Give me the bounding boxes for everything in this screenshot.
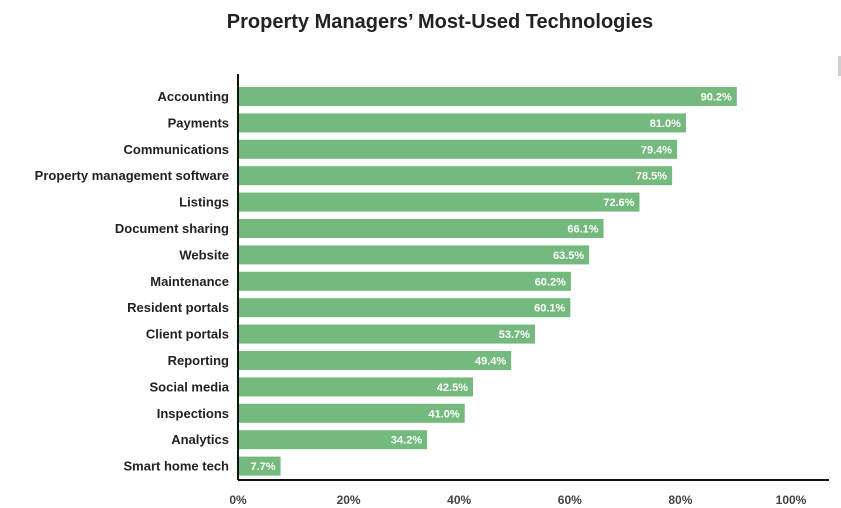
x-tick-labels: 0% 20% 40% 60% 80% 100% [229, 493, 806, 507]
bar [238, 377, 474, 397]
bar [238, 166, 673, 186]
x-tick-label: 0% [229, 493, 247, 507]
category-label: Website [179, 247, 229, 262]
category-label: Communications [124, 142, 229, 157]
value-label: 63.5% [553, 250, 584, 262]
bar [238, 456, 281, 476]
bar [238, 271, 571, 291]
value-label: 41.0% [429, 408, 460, 420]
bar [238, 351, 512, 370]
x-tick-label: 40% [447, 493, 471, 507]
value-label: 53.7% [499, 329, 530, 341]
x-tick-label: 80% [668, 493, 692, 507]
category-label: Analytics [171, 432, 229, 447]
bar [238, 298, 571, 318]
category-labels: Accounting Payments Communications Property… [35, 89, 230, 474]
x-tick-label: 100% [776, 493, 807, 507]
category-label: Payments [168, 115, 229, 130]
x-tick-label: 60% [558, 493, 582, 507]
category-label: Smart home tech [124, 459, 230, 474]
value-labels: 90.2% 81.0% 79.4% 78.5% 72.6% 66.1% 63.5% 60.2%… [251, 92, 733, 474]
value-label: 60.1% [534, 303, 565, 315]
category-label: Property management software [35, 168, 229, 183]
category-label: Listings [179, 195, 229, 210]
chart-title: Property Managers’ Most-Used Technologie… [227, 11, 653, 33]
category-label: Reporting [168, 353, 229, 368]
category-label: Maintenance [150, 274, 229, 289]
bar [238, 430, 428, 450]
value-label: 66.1% [567, 224, 598, 236]
value-label: 60.2% [535, 276, 566, 288]
bar [238, 324, 535, 344]
value-label: 72.6% [603, 197, 634, 209]
category-label: Resident portals [127, 300, 229, 315]
scrollbar-thumb[interactable] [838, 56, 841, 76]
category-label: Social media [150, 379, 230, 394]
category-label: Client portals [146, 327, 229, 342]
bars-group [238, 87, 737, 476]
bar [238, 219, 604, 238]
bar [238, 139, 678, 159]
x-tick-label: 20% [337, 493, 361, 507]
value-label: 34.2% [391, 435, 422, 447]
bar [238, 245, 590, 265]
category-label: Accounting [158, 89, 230, 104]
bar [238, 192, 640, 212]
value-label: 81.0% [650, 118, 681, 130]
bar [238, 87, 737, 106]
value-label: 79.4% [641, 144, 672, 156]
bar [238, 403, 465, 423]
value-label: 49.4% [475, 356, 506, 368]
value-label: 42.5% [437, 382, 468, 394]
value-label: 78.5% [636, 171, 667, 183]
category-label: Document sharing [115, 221, 229, 236]
category-label: Inspections [157, 406, 229, 421]
bar [238, 113, 686, 133]
value-label: 7.7% [251, 461, 276, 473]
value-label: 90.2% [701, 92, 732, 104]
